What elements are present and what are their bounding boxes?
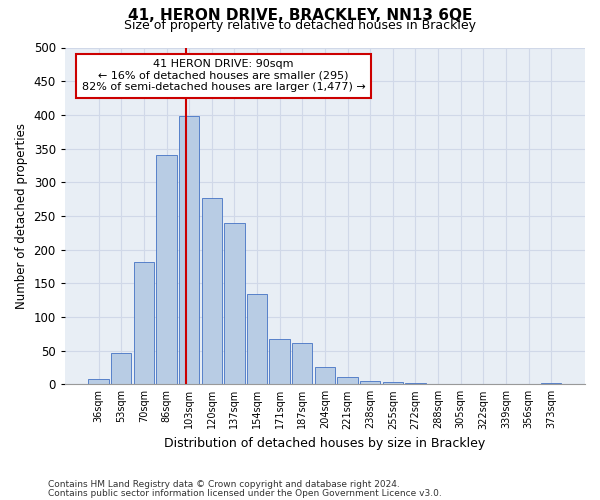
Bar (383, 382, 403, 384)
Bar (111, 354, 131, 384)
Bar (202, 198, 222, 384)
Text: Contains HM Land Registry data © Crown copyright and database right 2024.: Contains HM Land Registry data © Crown c… (48, 480, 400, 489)
Y-axis label: Number of detached properties: Number of detached properties (15, 123, 28, 309)
Bar (292, 342, 313, 384)
Bar (88, 379, 109, 384)
Bar (247, 294, 267, 384)
Bar (405, 383, 425, 384)
Bar (134, 262, 154, 384)
Bar (360, 381, 380, 384)
Text: 41, HERON DRIVE, BRACKLEY, NN13 6QE: 41, HERON DRIVE, BRACKLEY, NN13 6QE (128, 8, 472, 22)
Text: Size of property relative to detached houses in Brackley: Size of property relative to detached ho… (124, 18, 476, 32)
Bar (269, 338, 290, 384)
Bar (224, 222, 245, 384)
Bar (337, 377, 358, 384)
Bar (157, 156, 177, 384)
X-axis label: Distribution of detached houses by size in Brackley: Distribution of detached houses by size … (164, 437, 485, 450)
Bar (179, 116, 199, 384)
Text: 41 HERON DRIVE: 90sqm
← 16% of detached houses are smaller (295)
82% of semi-det: 41 HERON DRIVE: 90sqm ← 16% of detached … (82, 60, 365, 92)
Bar (541, 383, 562, 384)
Bar (315, 368, 335, 384)
Text: Contains public sector information licensed under the Open Government Licence v3: Contains public sector information licen… (48, 488, 442, 498)
